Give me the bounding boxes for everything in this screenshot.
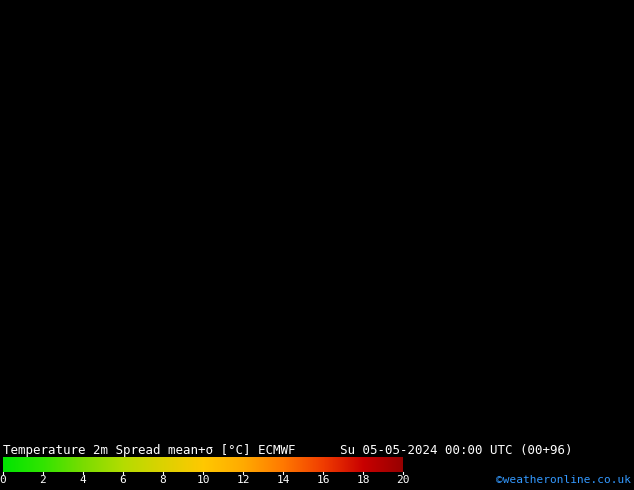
Text: 4: 4 [80,475,86,485]
Text: 6: 6 [120,475,126,485]
Text: Su 05-05-2024 00:00 UTC (00+96): Su 05-05-2024 00:00 UTC (00+96) [340,444,573,457]
Text: 12: 12 [236,475,250,485]
Text: 16: 16 [316,475,330,485]
Text: 2: 2 [39,475,46,485]
Text: ©weatheronline.co.uk: ©weatheronline.co.uk [496,475,631,485]
Text: 18: 18 [356,475,370,485]
Text: 0: 0 [0,475,6,485]
Text: 10: 10 [197,475,210,485]
Text: 20: 20 [396,475,410,485]
Text: 14: 14 [276,475,290,485]
Text: Temperature 2m Spread mean+σ [°C] ECMWF: Temperature 2m Spread mean+σ [°C] ECMWF [3,444,295,457]
Text: 8: 8 [160,475,166,485]
